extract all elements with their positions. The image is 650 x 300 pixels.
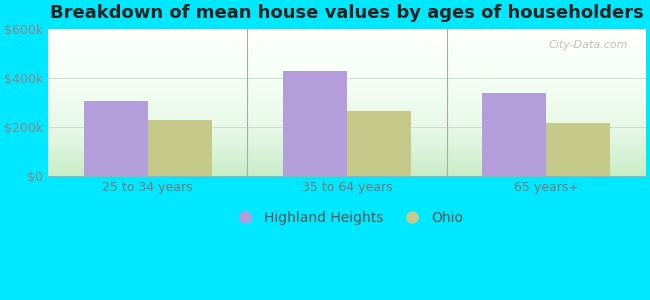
- Bar: [347, 111, 411, 176]
- Title: Breakdown of mean house values by ages of householders: Breakdown of mean house values by ages o…: [50, 4, 644, 22]
- Bar: [148, 120, 211, 176]
- Text: City-Data.com: City-Data.com: [549, 40, 628, 50]
- Bar: [283, 71, 347, 176]
- Legend: Highland Heights, Ohio: Highland Heights, Ohio: [226, 205, 469, 230]
- Bar: [84, 101, 148, 176]
- Bar: [546, 123, 610, 176]
- Bar: [482, 93, 546, 176]
